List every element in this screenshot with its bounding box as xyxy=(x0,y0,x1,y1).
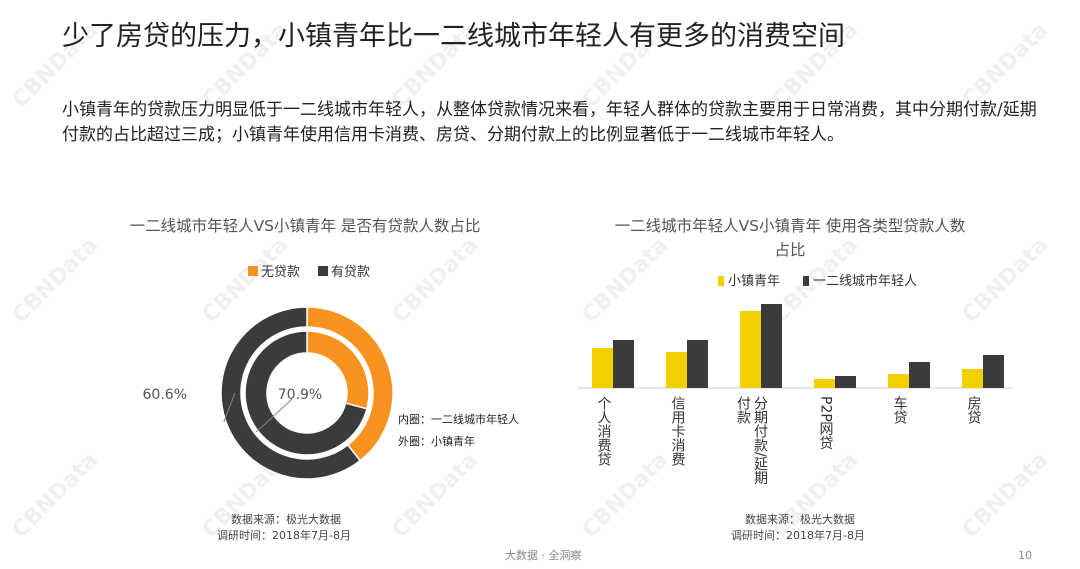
period: 调研时间：2018年7月-8月 xyxy=(217,529,351,542)
bar xyxy=(835,376,856,388)
legend-swatch xyxy=(248,266,258,276)
x-tick-label: 信用卡消费 xyxy=(669,396,686,466)
bar xyxy=(888,374,909,388)
watermark: CBNData xyxy=(8,233,103,328)
donut-segment xyxy=(244,330,368,456)
x-tick-label: 个人消费贷 xyxy=(595,396,612,466)
footer: 大数据 · 全洞察 xyxy=(505,549,582,562)
watermark: CBNData xyxy=(578,233,673,328)
leader-line xyxy=(255,398,293,433)
slide-title: 少了房贷的压力，小镇青年比一二线城市年轻人有更多的消费空间 xyxy=(62,21,845,52)
description: 小镇青年的贷款压力明显低于一二线城市年轻人，从整体贷款情况来看，年轻人群体的贷款… xyxy=(62,100,1037,145)
bar xyxy=(983,355,1004,388)
legend-label: 一二线城市年轻人 xyxy=(813,273,917,289)
bar xyxy=(814,379,835,388)
watermark: CBNData xyxy=(578,18,673,113)
bar xyxy=(740,311,761,388)
chart-title: 一二线城市年轻人VS小镇青年 是否有贷款人数占比 xyxy=(129,217,481,235)
legend-swatch xyxy=(318,266,328,276)
donut-segment xyxy=(220,306,362,480)
x-tick-label: P2P网贷 xyxy=(817,396,834,450)
ring-label: 内圈：一二线城市年轻人 xyxy=(398,412,519,426)
x-tick-label: 房贷 xyxy=(965,396,982,424)
legend-label: 有贷款 xyxy=(331,265,370,280)
x-tick-label: 车贷 xyxy=(891,396,908,424)
chart-title: 一二线城市年轻人VS小镇青年 使用各类型贷款人数占比 xyxy=(614,217,966,259)
legend-swatch xyxy=(718,276,724,286)
watermark: CBNData xyxy=(8,448,103,543)
leader-line xyxy=(223,392,236,422)
watermark: CBNData xyxy=(958,18,1053,113)
watermark: CBNData xyxy=(768,448,863,543)
watermark: CBNData xyxy=(388,233,483,328)
legend-label: 小镇青年 xyxy=(728,274,780,289)
legend-label: 无贷款 xyxy=(261,265,300,280)
watermark: CBNData xyxy=(578,448,673,543)
period: 调研时间：2018年7月-8月 xyxy=(731,529,865,542)
bar xyxy=(666,352,687,388)
value-label: 70.9% xyxy=(278,387,322,403)
watermark: CBNData xyxy=(8,18,103,113)
bar xyxy=(909,362,930,388)
bar xyxy=(962,369,983,388)
watermark: CBNData xyxy=(958,233,1053,328)
bar xyxy=(613,340,634,388)
watermark: CBNData xyxy=(388,18,483,113)
bar xyxy=(687,340,708,388)
bar xyxy=(592,348,613,388)
watermark: CBNData xyxy=(388,448,483,543)
source: 数据来源：极光大数据 xyxy=(745,513,855,526)
legend-swatch xyxy=(803,276,809,286)
source: 数据来源：极光大数据 xyxy=(231,513,341,526)
value-label: 60.6% xyxy=(143,387,187,403)
ring-label: 外圈：小镇青年 xyxy=(398,434,475,448)
watermark: CBNData xyxy=(768,18,863,113)
page-number: 10 xyxy=(1018,549,1032,562)
bar xyxy=(761,304,782,388)
x-tick-label: 分期付款/延期付款 xyxy=(735,396,768,485)
watermark: CBNData xyxy=(198,18,293,113)
